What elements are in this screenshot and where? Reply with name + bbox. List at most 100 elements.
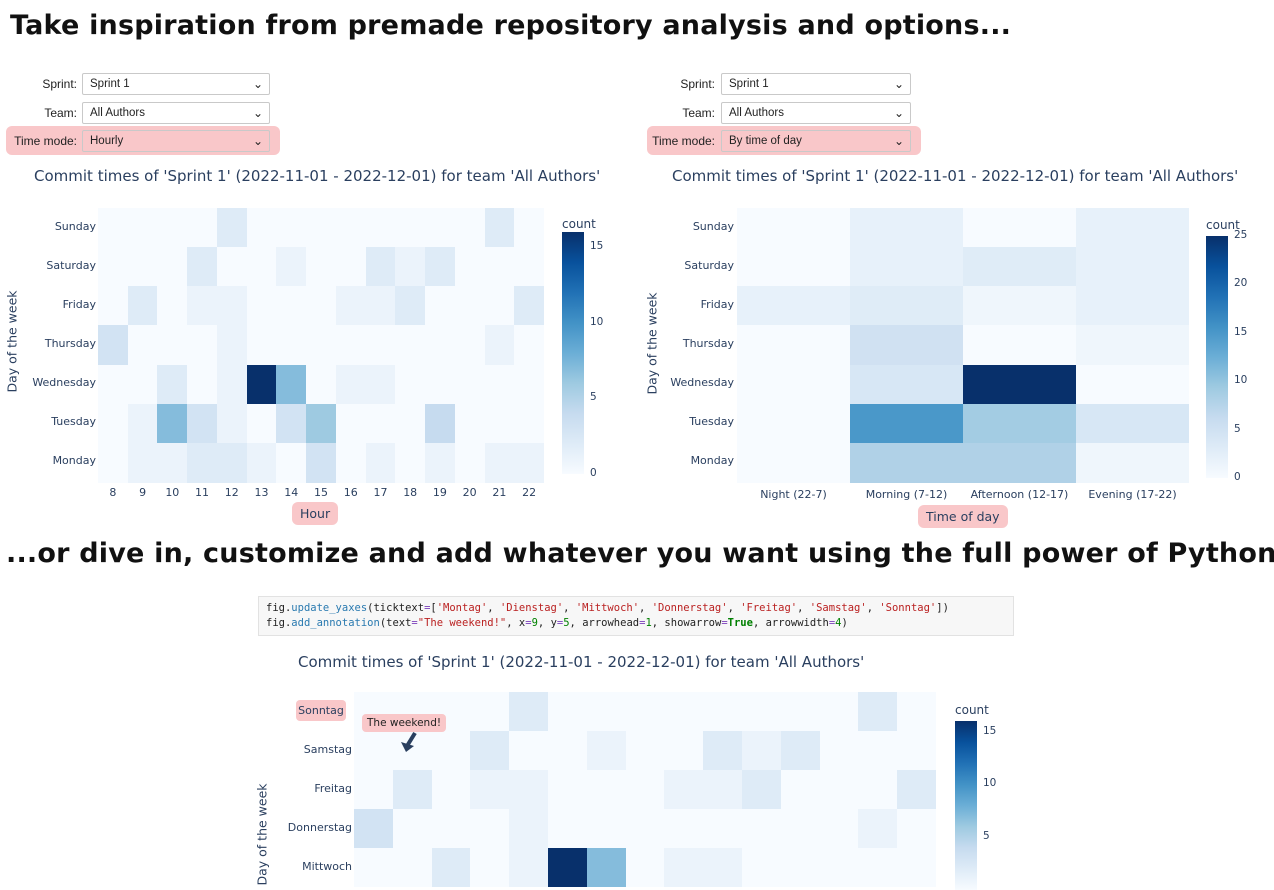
heatmap-cell bbox=[216, 442, 247, 483]
heatmap-cell bbox=[1076, 325, 1189, 366]
x-tick-label: Afternoon (12-17) bbox=[970, 488, 1069, 501]
heatmap-cell bbox=[703, 848, 743, 887]
heatmap-cell bbox=[470, 731, 510, 770]
weekend-annotation: The weekend! bbox=[362, 714, 447, 732]
heatmap-cell bbox=[514, 442, 545, 483]
x-tick-label: 21 bbox=[492, 486, 507, 499]
heatmap-cell bbox=[425, 325, 456, 366]
heatmap-cell bbox=[1076, 286, 1189, 327]
heatmap-cell bbox=[897, 770, 937, 809]
heatmap-cell bbox=[306, 325, 337, 366]
heatmap-cell bbox=[664, 848, 704, 887]
team-label: Team: bbox=[682, 106, 715, 120]
heatmap-cell bbox=[548, 731, 587, 770]
heatmap-cell bbox=[354, 848, 393, 887]
heatmap-cell bbox=[395, 247, 426, 288]
team-row-left: Team: All Authors ⌄ bbox=[0, 102, 280, 124]
heatmap-cell bbox=[514, 208, 545, 248]
heatmap-cell bbox=[664, 692, 704, 731]
heatmap-cell bbox=[548, 848, 587, 887]
heatmap-cell bbox=[335, 403, 366, 444]
sprint-row-left: Sprint: Sprint 1 ⌄ bbox=[0, 73, 280, 95]
heatmap-cell bbox=[514, 286, 545, 327]
heatmap-cell bbox=[548, 809, 587, 848]
colorbar-tick-label: 15 bbox=[1234, 325, 1248, 338]
heatmap-cell bbox=[963, 442, 1076, 483]
heatmap-cell bbox=[664, 731, 704, 770]
x-tick-label: 10 bbox=[165, 486, 180, 499]
sprint-select[interactable]: Sprint 1 ⌄ bbox=[82, 73, 270, 95]
heatmap-cell bbox=[858, 809, 898, 848]
heatmap-cell bbox=[509, 848, 549, 887]
heatmap-cell bbox=[216, 325, 247, 366]
heatmap-cell bbox=[187, 403, 218, 444]
heatmap-cell bbox=[431, 848, 471, 887]
heatmap-cell bbox=[354, 809, 393, 848]
time-mode-select-value: By time of day bbox=[729, 135, 802, 147]
colorbar bbox=[955, 721, 977, 890]
heatmap-cell bbox=[354, 731, 393, 770]
heatmap-cell bbox=[276, 325, 307, 366]
heatmap-cell bbox=[98, 364, 128, 405]
x-tick-label: Night (22-7) bbox=[760, 488, 827, 501]
heatmap-cell bbox=[742, 770, 781, 809]
chart-title-timeofday: Commit times of 'Sprint 1' (2022-11-01 -… bbox=[672, 167, 1239, 185]
sprint-select-right[interactable]: Sprint 1 ⌄ bbox=[721, 73, 911, 95]
heatmap-cell bbox=[470, 770, 510, 809]
heatmap-cell bbox=[484, 286, 515, 327]
heatmap-cell bbox=[586, 692, 626, 731]
heatmap-cell bbox=[484, 208, 515, 248]
chevron-down-icon: ⌄ bbox=[893, 77, 904, 91]
heatmap-cell bbox=[276, 403, 307, 444]
heatmap-cell bbox=[127, 442, 158, 483]
heatmap-cell bbox=[625, 809, 665, 848]
heatmap-cell bbox=[963, 325, 1076, 366]
heatmap-cell bbox=[858, 692, 898, 731]
heatmap-cell bbox=[187, 364, 218, 405]
x-axis-title: Time of day bbox=[918, 505, 1008, 528]
colorbar-tick-label: 15 bbox=[983, 724, 997, 737]
team-select[interactable]: All Authors ⌄ bbox=[82, 102, 270, 124]
time-mode-select[interactable]: Hourly ⌄ bbox=[82, 130, 270, 152]
heatmap-cell bbox=[1076, 442, 1189, 483]
x-tick-label: 18 bbox=[403, 486, 418, 499]
heatmap-cell bbox=[586, 770, 626, 809]
x-tick-label: 16 bbox=[343, 486, 358, 499]
heatmap-cell bbox=[780, 692, 820, 731]
heatmap-cell bbox=[98, 208, 128, 248]
colorbar-tick-label: 0 bbox=[590, 467, 597, 479]
heatmap-cell bbox=[216, 364, 247, 405]
heatmap-cell bbox=[454, 286, 485, 327]
colorbar-tick-label: 10 bbox=[590, 315, 604, 328]
sprint-select-value: Sprint 1 bbox=[729, 78, 769, 90]
heatmap-cell bbox=[850, 247, 963, 288]
chevron-down-icon: ⌄ bbox=[252, 77, 263, 91]
team-select-right[interactable]: All Authors ⌄ bbox=[721, 102, 911, 124]
team-select-value: All Authors bbox=[729, 107, 784, 119]
heatmap-cell bbox=[850, 325, 963, 366]
x-axis-title: Hour bbox=[292, 502, 339, 525]
y-tick-label: Tuesday bbox=[51, 415, 96, 429]
time-mode-select-right[interactable]: By time of day ⌄ bbox=[721, 130, 911, 152]
y-axis-title: Day of the week bbox=[644, 292, 660, 395]
heatmap-cell bbox=[470, 848, 510, 887]
team-select-value: All Authors bbox=[90, 107, 145, 119]
heatmap-cell bbox=[127, 286, 158, 327]
heatmap-cell bbox=[127, 247, 158, 288]
heatmap-cell bbox=[395, 208, 426, 248]
heatmap-cell bbox=[470, 692, 510, 731]
heatmap-cell bbox=[157, 208, 188, 248]
y-tick-label: Wednesday bbox=[32, 376, 96, 390]
colorbar-tick-label: 10 bbox=[983, 777, 997, 790]
y-tick-label: Donnerstag bbox=[287, 820, 352, 834]
heatmap-cell bbox=[306, 208, 337, 248]
heatmap-cell bbox=[625, 692, 665, 731]
heatmap-cell bbox=[187, 208, 218, 248]
heatmap-cell bbox=[306, 403, 337, 444]
x-tick-label: 8 bbox=[109, 486, 117, 499]
y-tick-label: Saturday bbox=[684, 258, 734, 272]
heatmap-cell bbox=[586, 731, 626, 770]
heatmap-cell bbox=[395, 364, 426, 405]
heatmap-cell bbox=[335, 364, 366, 405]
heatmap-cell bbox=[963, 286, 1076, 327]
